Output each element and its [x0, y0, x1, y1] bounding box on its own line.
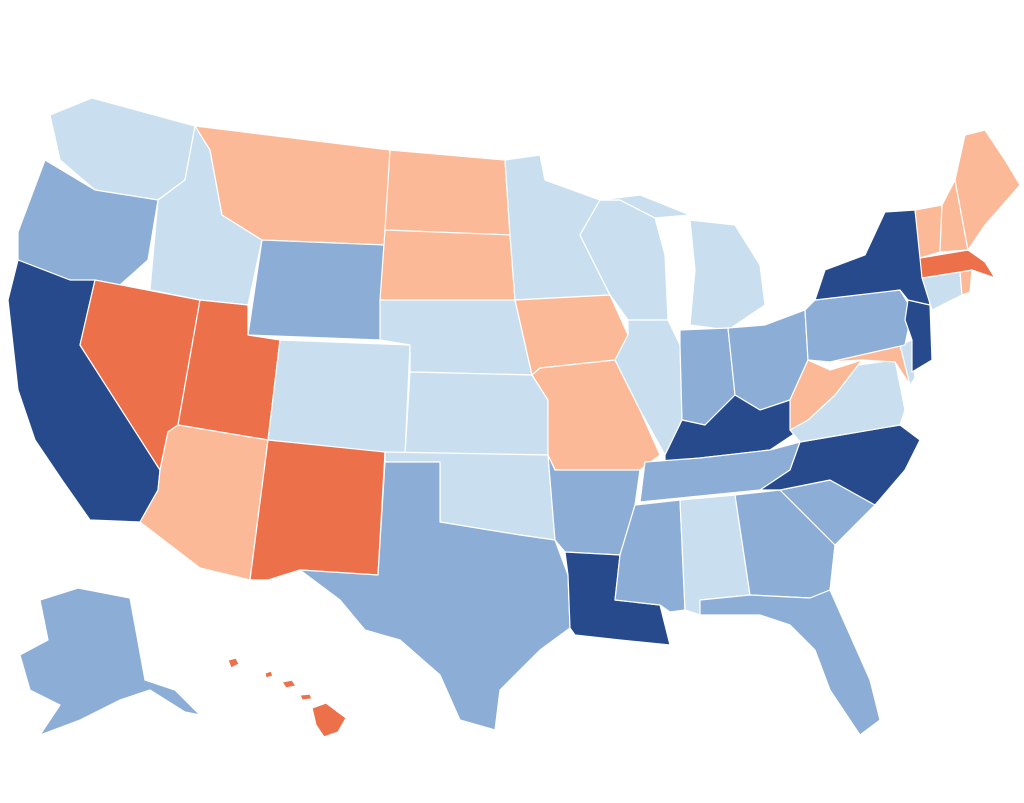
state-NM[interactable] — [249, 439, 386, 581]
state-VT[interactable] — [914, 204, 943, 259]
state-FL[interactable] — [699, 589, 881, 736]
state-KS[interactable] — [404, 371, 549, 456]
state-WV[interactable] — [789, 359, 863, 431]
state-DE[interactable] — [899, 339, 916, 386]
state-HI[interactable] — [227, 657, 347, 738]
state-CO[interactable] — [267, 339, 411, 456]
state-MA[interactable] — [919, 249, 996, 279]
state-SD[interactable] — [379, 229, 516, 301]
state-AK[interactable] — [19, 587, 201, 736]
state-ME[interactable] — [954, 129, 1021, 251]
state-TX[interactable] — [299, 461, 571, 731]
state-MI[interactable] — [599, 194, 766, 331]
state-RI[interactable] — [959, 269, 973, 296]
state-NC[interactable] — [759, 424, 921, 506]
state-WY[interactable] — [247, 239, 386, 341]
state-NY[interactable] — [814, 209, 931, 306]
state-ND[interactable] — [384, 149, 511, 236]
